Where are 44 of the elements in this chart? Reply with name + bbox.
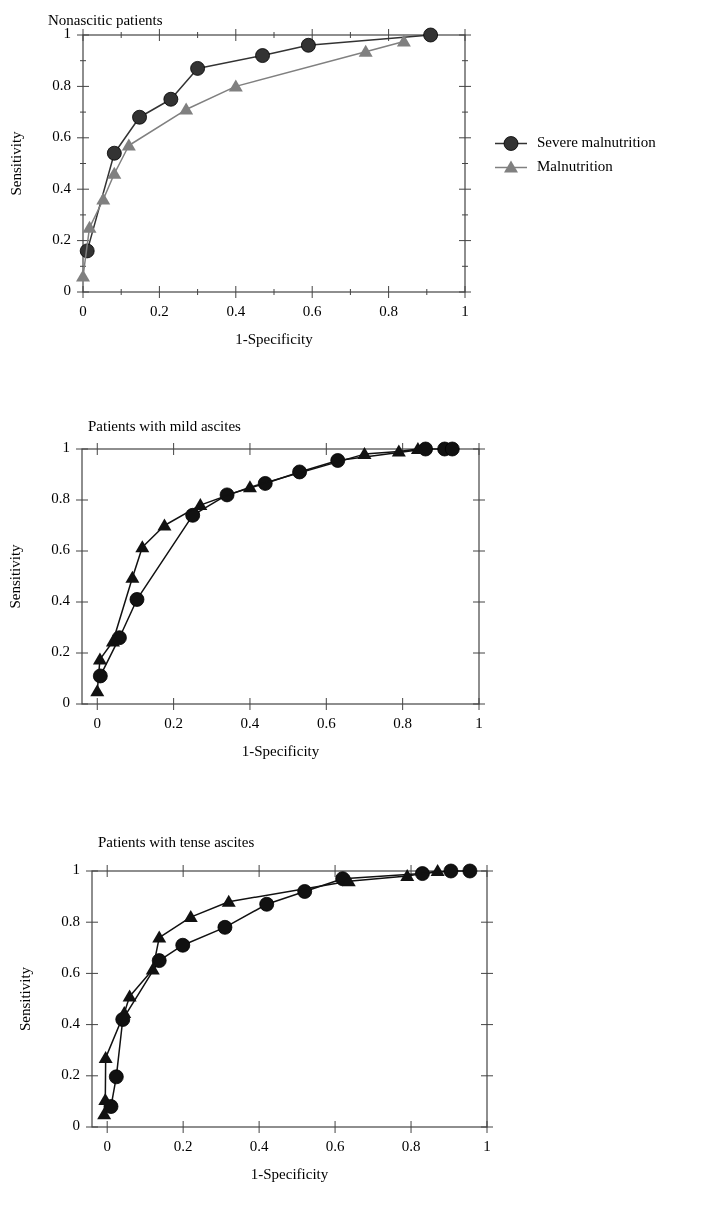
x-axis-title: 1-Specificity — [235, 331, 314, 347]
y-tick-label: 0.4 — [61, 1015, 81, 1032]
legend-label: Severe malnutrition — [537, 133, 657, 150]
y-tick-label: 0.8 — [51, 490, 70, 507]
x-tick-label: 0.6 — [316, 715, 337, 731]
x-tick-label: 0 — [93, 715, 102, 731]
x-axis-title: 1-Specificity — [241, 743, 320, 759]
x-tick-label: 0.4 — [249, 1138, 269, 1154]
x-tick-label: 0.6 — [325, 1138, 345, 1154]
x-tick-label: 0.4 — [240, 715, 260, 731]
y-tick-label: 0.2 — [61, 1066, 80, 1083]
x-tick-label: 0.2 — [164, 715, 183, 731]
y-axis-title: Sensitivity — [17, 966, 33, 1032]
x-tick-label: 0.6 — [302, 303, 323, 319]
x-tick-label: 1 — [461, 303, 469, 319]
x-tick-label: 0 — [103, 1138, 111, 1154]
y-tick-label: 0.8 — [52, 76, 71, 93]
y-tick-label: 0 — [72, 1117, 80, 1134]
y-tick-label: 0.6 — [61, 963, 81, 980]
x-tick-label: 0.8 — [379, 303, 398, 319]
y-tick-label: 0.2 — [52, 231, 71, 248]
y-tick-label: 0.2 — [51, 643, 70, 660]
x-tick-label: 0.4 — [226, 303, 246, 319]
chart-title: Patients with tense ascites — [98, 834, 255, 851]
y-tick-label: 0.6 — [51, 541, 71, 558]
y-tick-label: 0.6 — [52, 128, 72, 145]
x-tick-label: 0.2 — [173, 1138, 193, 1154]
chart-title: Patients with mild ascites — [88, 418, 242, 435]
y-axis-title: Sensitivity — [7, 543, 23, 609]
y-tick-label: 0.4 — [51, 592, 71, 609]
x-tick-label: 1 — [483, 1138, 491, 1154]
y-tick-label: 1 — [72, 861, 80, 878]
y-tick-label: 1 — [62, 439, 70, 456]
x-axis-title: 1-Specificity — [250, 1166, 329, 1182]
y-tick-label: 0.8 — [61, 912, 80, 929]
x-tick-label: 1 — [475, 715, 483, 731]
y-tick-label: 0 — [63, 282, 71, 299]
x-tick-label: 0.2 — [150, 303, 169, 319]
x-tick-label: 0.8 — [401, 1138, 421, 1154]
y-tick-label: 0 — [62, 694, 70, 711]
y-axis-title: Sensitivity — [8, 130, 24, 196]
legend-label: Malnutrition — [537, 157, 614, 174]
y-tick-label: 0.4 — [52, 179, 72, 196]
x-tick-label: 0.8 — [393, 715, 413, 731]
